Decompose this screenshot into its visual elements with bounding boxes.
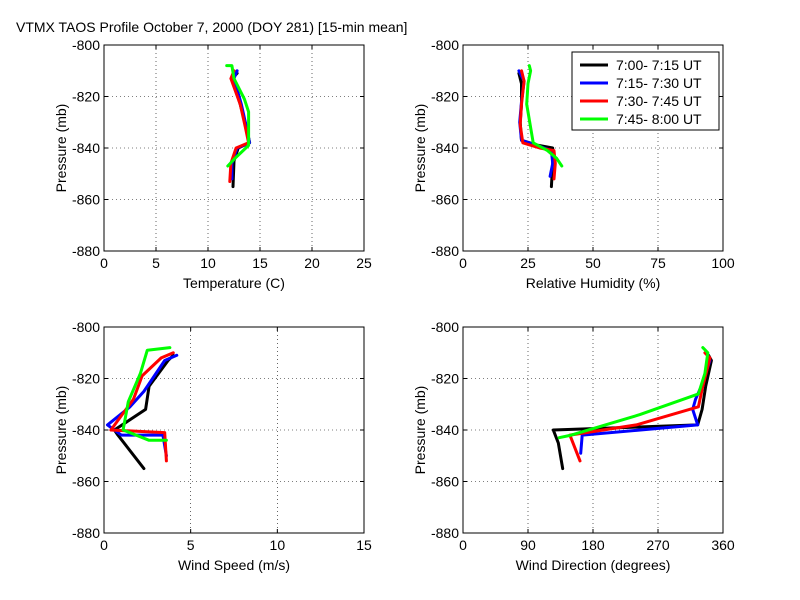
wind-speed-ytick-label: -800 xyxy=(72,319,100,335)
wind-speed-series-4-line xyxy=(121,346,172,442)
wind-direction-ytick-label: -820 xyxy=(431,371,459,387)
wind-direction-ytick-label: -840 xyxy=(431,422,459,438)
temperature-ytick-label: -880 xyxy=(72,243,100,259)
wind-direction-xtick-label: 0 xyxy=(459,537,467,553)
relative-humidity-ytick-label: -840 xyxy=(431,140,459,156)
wind-speed-ylabel: Pressure (mb) xyxy=(53,386,69,475)
temperature-axes-box xyxy=(103,44,365,252)
relative-humidity-xtick-label: 50 xyxy=(585,255,601,271)
wind-speed-ytick-label: -880 xyxy=(72,525,100,541)
wind-speed-xlabel: Wind Speed (m/s) xyxy=(178,557,290,573)
temperature-ytick-label: -840 xyxy=(72,140,100,156)
wind-speed-series-3-line xyxy=(109,351,175,463)
relative-humidity-axes-box xyxy=(462,44,724,252)
wind-speed-xtick-label: 10 xyxy=(270,537,286,553)
wind-direction-axes-box xyxy=(462,326,724,534)
legend-label-3: 7:30- 7:45 UT xyxy=(616,93,702,109)
relative-humidity-xtick-label: 75 xyxy=(650,255,666,271)
wind-speed-xtick-label: 15 xyxy=(356,537,372,553)
wind-direction-xtick-label: 360 xyxy=(711,537,735,553)
legend-label-1: 7:00- 7:15 UT xyxy=(616,57,702,73)
relative-humidity-series-4-line xyxy=(525,64,564,168)
relative-humidity-series-3-line xyxy=(518,69,557,181)
relative-humidity-xtick-label: 0 xyxy=(459,255,467,271)
temperature-ytick-label: -820 xyxy=(72,89,100,105)
relative-humidity-ylabel: Pressure (mb) xyxy=(412,104,428,193)
temperature-xtick-label: 10 xyxy=(200,255,216,271)
wind-speed-ytick-label: -840 xyxy=(72,422,100,438)
relative-humidity-ytick-label: -800 xyxy=(431,37,459,53)
relative-humidity-xlabel: Relative Humidity (%) xyxy=(526,275,661,291)
wind-direction-ytick-label: -880 xyxy=(431,525,459,541)
figure-title: VTMX TAOS Profile October 7, 2000 (DOY 2… xyxy=(16,19,408,35)
wind-speed-ytick-label: -860 xyxy=(72,474,100,490)
wind-direction-ylabel: Pressure (mb) xyxy=(412,386,428,475)
wind-direction-xtick-label: 180 xyxy=(581,537,605,553)
wind-speed-axes-box xyxy=(103,326,365,534)
relative-humidity-ytick-label: -820 xyxy=(431,89,459,105)
wind-direction-ytick-label: -800 xyxy=(431,319,459,335)
wind-speed-series-2-line xyxy=(106,353,179,458)
relative-humidity-ytick-label: -860 xyxy=(431,192,459,208)
temperature-ytick-label: -800 xyxy=(72,37,100,53)
wind-direction-series-1-line xyxy=(551,353,713,471)
legend-label-2: 7:15- 7:30 UT xyxy=(616,75,702,91)
temperature-series-4-line xyxy=(225,64,251,168)
relative-humidity-xtick-label: 100 xyxy=(711,255,735,271)
wind-direction-xlabel: Wind Direction (degrees) xyxy=(516,557,671,573)
temperature-xlabel: Temperature (C) xyxy=(183,275,285,291)
temperature-xtick-label: 20 xyxy=(304,255,320,271)
wind-direction-xtick-label: 90 xyxy=(520,537,536,553)
temperature-xtick-label: 15 xyxy=(252,255,268,271)
temperature-xtick-label: 5 xyxy=(152,255,160,271)
temperature-ytick-label: -860 xyxy=(72,192,100,208)
temperature-ylabel: Pressure (mb) xyxy=(53,104,69,193)
wind-speed-xtick-label: 5 xyxy=(187,537,195,553)
wind-speed-xtick-label: 0 xyxy=(100,537,108,553)
wind-direction-xtick-label: 270 xyxy=(646,537,670,553)
relative-humidity-ytick-label: -880 xyxy=(431,243,459,259)
temperature-xtick-label: 25 xyxy=(356,255,372,271)
wind-speed-ytick-label: -820 xyxy=(72,371,100,387)
relative-humidity-xtick-label: 25 xyxy=(520,255,536,271)
legend-label-4: 7:45- 8:00 UT xyxy=(616,111,702,127)
temperature-xtick-label: 0 xyxy=(100,255,108,271)
wind-direction-ytick-label: -860 xyxy=(431,474,459,490)
wind-direction-series-4-line xyxy=(557,346,710,440)
